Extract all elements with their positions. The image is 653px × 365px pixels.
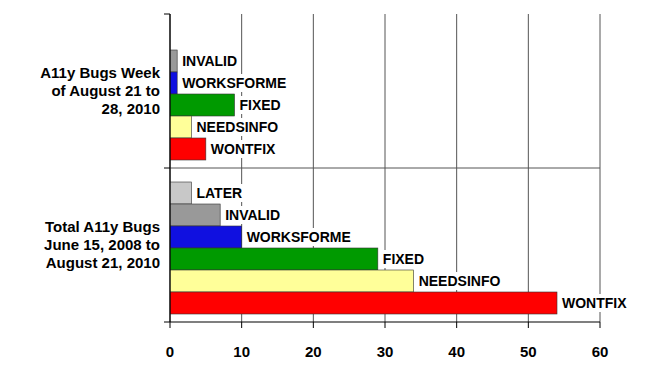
label-background bbox=[181, 74, 288, 92]
bar-label: WORKSFORME bbox=[182, 75, 286, 91]
bar bbox=[170, 248, 378, 270]
tick-mark bbox=[528, 322, 529, 328]
bar-label: NEEDSINFO bbox=[197, 119, 279, 135]
bar-label: WORKSFORME bbox=[247, 229, 351, 245]
y-axis bbox=[169, 14, 170, 322]
bar-labels: INVALID WORKSFORME FIXED NEEDSINFO WONTFIX LA… bbox=[181, 52, 628, 312]
tick-label: 20 bbox=[305, 343, 322, 360]
bar bbox=[170, 226, 242, 248]
tick-label: 10 bbox=[233, 343, 250, 360]
category-label: A11y Bugs Week of August 21 to 28, 2010 bbox=[28, 64, 160, 118]
label-background bbox=[196, 118, 281, 136]
tick-mark bbox=[456, 322, 457, 328]
label-background bbox=[196, 184, 245, 202]
bar bbox=[170, 116, 192, 138]
bar-label: FIXED bbox=[383, 251, 424, 267]
x-axis bbox=[170, 321, 600, 322]
tick-label: 40 bbox=[448, 343, 465, 360]
bar bbox=[170, 72, 177, 94]
category-tick bbox=[164, 14, 170, 15]
category-separator bbox=[170, 168, 600, 169]
tick-mark bbox=[385, 322, 386, 328]
tick-mark bbox=[313, 322, 314, 328]
category-tick bbox=[164, 168, 170, 169]
bar-label: INVALID bbox=[225, 207, 280, 223]
bar bbox=[170, 138, 206, 160]
tick-label: 60 bbox=[592, 343, 609, 360]
label-background bbox=[246, 228, 353, 246]
tick-mark bbox=[600, 322, 601, 328]
bar bbox=[170, 270, 414, 292]
label-background bbox=[418, 272, 503, 290]
chart: 0 10 20 30 40 50 60 INVALID WORKSFORME FIXED NEEDS… bbox=[0, 0, 653, 365]
bar-label: INVALID bbox=[182, 53, 237, 69]
tick-label: 50 bbox=[520, 343, 537, 360]
bar bbox=[170, 204, 220, 226]
bar-label: NEEDSINFO bbox=[419, 273, 501, 289]
bar-label: WONTFIX bbox=[211, 141, 276, 157]
bar-label: WONTFIX bbox=[562, 295, 627, 311]
label-background bbox=[239, 96, 283, 114]
bar-label: LATER bbox=[197, 185, 243, 201]
tick-mark bbox=[241, 322, 242, 328]
label-background bbox=[561, 294, 629, 312]
bar-label: FIXED bbox=[240, 97, 281, 113]
grid-line bbox=[170, 14, 171, 322]
bar bbox=[170, 50, 177, 72]
tick-mark bbox=[170, 322, 171, 328]
label-background bbox=[210, 140, 278, 158]
bar bbox=[170, 182, 192, 204]
label-background bbox=[224, 206, 282, 224]
bars bbox=[170, 50, 557, 314]
label-background bbox=[181, 52, 239, 70]
category-tick bbox=[164, 322, 170, 323]
bar bbox=[170, 292, 557, 314]
label-background bbox=[382, 250, 426, 268]
tick-label: 0 bbox=[166, 343, 174, 360]
tick-label: 30 bbox=[377, 343, 394, 360]
category-label: Total A11y Bugs June 15, 2008 to August … bbox=[28, 218, 160, 272]
bar bbox=[170, 94, 235, 116]
